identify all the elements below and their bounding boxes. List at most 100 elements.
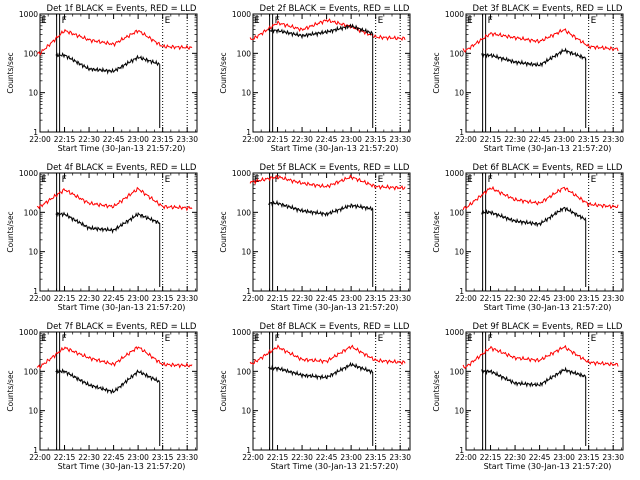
plot-frame — [252, 13, 411, 133]
events-series-line — [268, 23, 374, 40]
x-tick-label: 22:30 — [78, 294, 100, 303]
y-axis-label: Counts/sec — [219, 370, 228, 411]
detector-panel-2: Det 2f BLACK = Events, RED = LLD 1 10 100 10… — [219, 4, 411, 153]
detector-panel-3: Det 3f BLACK = Events, RED = LLD 1 10 100 10… — [432, 4, 624, 153]
x-axis-label: Start Time (30-Jan-13 21:57:20) — [58, 303, 186, 312]
x-tick-label: 23:30 — [389, 294, 411, 303]
y-tick-label: 10 — [28, 248, 38, 257]
panel-title: Det 4f BLACK = Events, RED = LLD — [47, 163, 197, 173]
plot-frame — [252, 331, 411, 451]
x-tick-label: 22:15 — [54, 453, 76, 462]
marker-label-f: F — [62, 175, 67, 185]
x-tick-label: 22:30 — [504, 294, 526, 303]
x-tick-label: 22:30 — [504, 135, 526, 144]
x-tick-label: 23:30 — [176, 453, 198, 462]
y-axis-label: Counts/sec — [219, 52, 228, 93]
y-tick-label: 1 — [459, 446, 464, 455]
events-series-line — [481, 206, 587, 228]
y-axis-label: Counts/sec — [432, 211, 441, 252]
x-tick-label: 22:45 — [316, 453, 338, 462]
y-tick-label: 10 — [241, 89, 251, 98]
marker-label-e: E — [591, 175, 597, 185]
y-tick-label: 1000 — [19, 328, 38, 337]
y-tick-label: 100 — [24, 49, 39, 58]
y-tick-label: 10 — [28, 89, 38, 98]
plot-frame — [252, 172, 411, 292]
detector-panel-9: Det 9f BLACK = Events, RED = LLD 1 10 100 10… — [432, 322, 624, 471]
y-tick-label: 10 — [28, 407, 38, 416]
x-tick-label: 22:45 — [529, 453, 551, 462]
x-tick-label: 23:30 — [602, 453, 624, 462]
lld-series-line — [249, 18, 406, 42]
y-tick-label: 100 — [450, 49, 465, 58]
marker-label-e-start: E — [467, 334, 473, 344]
detector-panel-1: Det 1f BLACK = Events, RED = LLD 1 10 100 10… — [6, 4, 198, 153]
x-tick-label: 22:15 — [54, 135, 76, 144]
plot-frame — [39, 172, 198, 292]
y-axis-label: Counts/sec — [6, 370, 15, 411]
detector-panel-4: Det 4f BLACK = Events, RED = LLD 1 10 100 10… — [6, 163, 198, 312]
marker-label-e: E — [165, 175, 171, 185]
y-tick-label: 1 — [33, 287, 38, 296]
y-tick-label: 1000 — [232, 10, 251, 19]
x-tick-label: 22:15 — [267, 294, 289, 303]
x-tick-label: 22:00 — [455, 135, 477, 144]
panel-title: Det 7f BLACK = Events, RED = LLD — [47, 322, 197, 332]
y-tick-label: 10 — [454, 407, 464, 416]
plot-frame — [465, 13, 624, 133]
lld-series-line — [36, 346, 193, 370]
y-tick-label: 10 — [241, 407, 251, 416]
y-tick-label: 10 — [454, 89, 464, 98]
x-tick-label: 23:15 — [365, 135, 387, 144]
x-tick-label: 22:00 — [29, 294, 51, 303]
x-tick-label: 22:45 — [103, 135, 125, 144]
panel-title: Det 5f BLACK = Events, RED = LLD — [260, 163, 410, 173]
lld-series-line — [249, 174, 406, 191]
plot-frame — [465, 172, 624, 292]
y-tick-label: 1 — [459, 128, 464, 137]
lld-series-line — [462, 28, 619, 53]
x-tick-label: 22:15 — [267, 135, 289, 144]
x-tick-label: 22:45 — [529, 135, 551, 144]
marker-label-e-start: E — [467, 16, 473, 26]
marker-label-f: F — [275, 16, 280, 26]
y-tick-label: 1000 — [445, 169, 464, 178]
x-tick-label: 23:00 — [553, 135, 575, 144]
panel-title: Det 8f BLACK = Events, RED = LLD — [260, 322, 410, 332]
y-tick-label: 1 — [246, 446, 251, 455]
x-tick-label: 22:00 — [242, 453, 264, 462]
x-tick-label: 23:00 — [340, 135, 362, 144]
detector-panel-6: Det 6f BLACK = Events, RED = LLD 1 10 100 10… — [432, 163, 624, 312]
events-series-line — [481, 47, 587, 68]
detector-panel-8: Det 8f BLACK = Events, RED = LLD 1 10 100 10… — [219, 322, 411, 471]
marker-label-e-start: E — [254, 16, 260, 26]
y-tick-label: 100 — [24, 208, 39, 217]
marker-label-e: E — [378, 175, 384, 185]
y-axis-label: Counts/sec — [6, 52, 15, 93]
marker-label-f: F — [275, 334, 280, 344]
panel-title: Det 9f BLACK = Events, RED = LLD — [473, 322, 623, 332]
panel-title: Det 1f BLACK = Events, RED = LLD — [47, 4, 197, 14]
marker-label-e: E — [378, 16, 384, 26]
x-tick-label: 23:00 — [340, 294, 362, 303]
x-axis-label: Start Time (30-Jan-13 21:57:20) — [58, 462, 186, 471]
marker-label-e: E — [165, 334, 171, 344]
plot-frame — [39, 331, 198, 451]
marker-label-e: E — [591, 16, 597, 26]
x-tick-label: 22:45 — [103, 294, 125, 303]
marker-label-e: E — [165, 16, 171, 26]
marker-label-e-start: E — [41, 16, 47, 26]
y-tick-label: 100 — [450, 367, 465, 376]
plot-frame — [39, 13, 198, 133]
panel-title: Det 3f BLACK = Events, RED = LLD — [473, 4, 623, 14]
marker-label-e: E — [591, 334, 597, 344]
y-tick-label: 1000 — [445, 10, 464, 19]
x-axis-label: Start Time (30-Jan-13 21:57:20) — [271, 303, 399, 312]
x-tick-label: 23:30 — [389, 453, 411, 462]
x-tick-label: 22:30 — [291, 294, 313, 303]
y-tick-label: 100 — [237, 367, 252, 376]
x-tick-label: 22:45 — [316, 294, 338, 303]
x-tick-label: 22:00 — [29, 453, 51, 462]
x-tick-label: 23:00 — [127, 294, 149, 303]
